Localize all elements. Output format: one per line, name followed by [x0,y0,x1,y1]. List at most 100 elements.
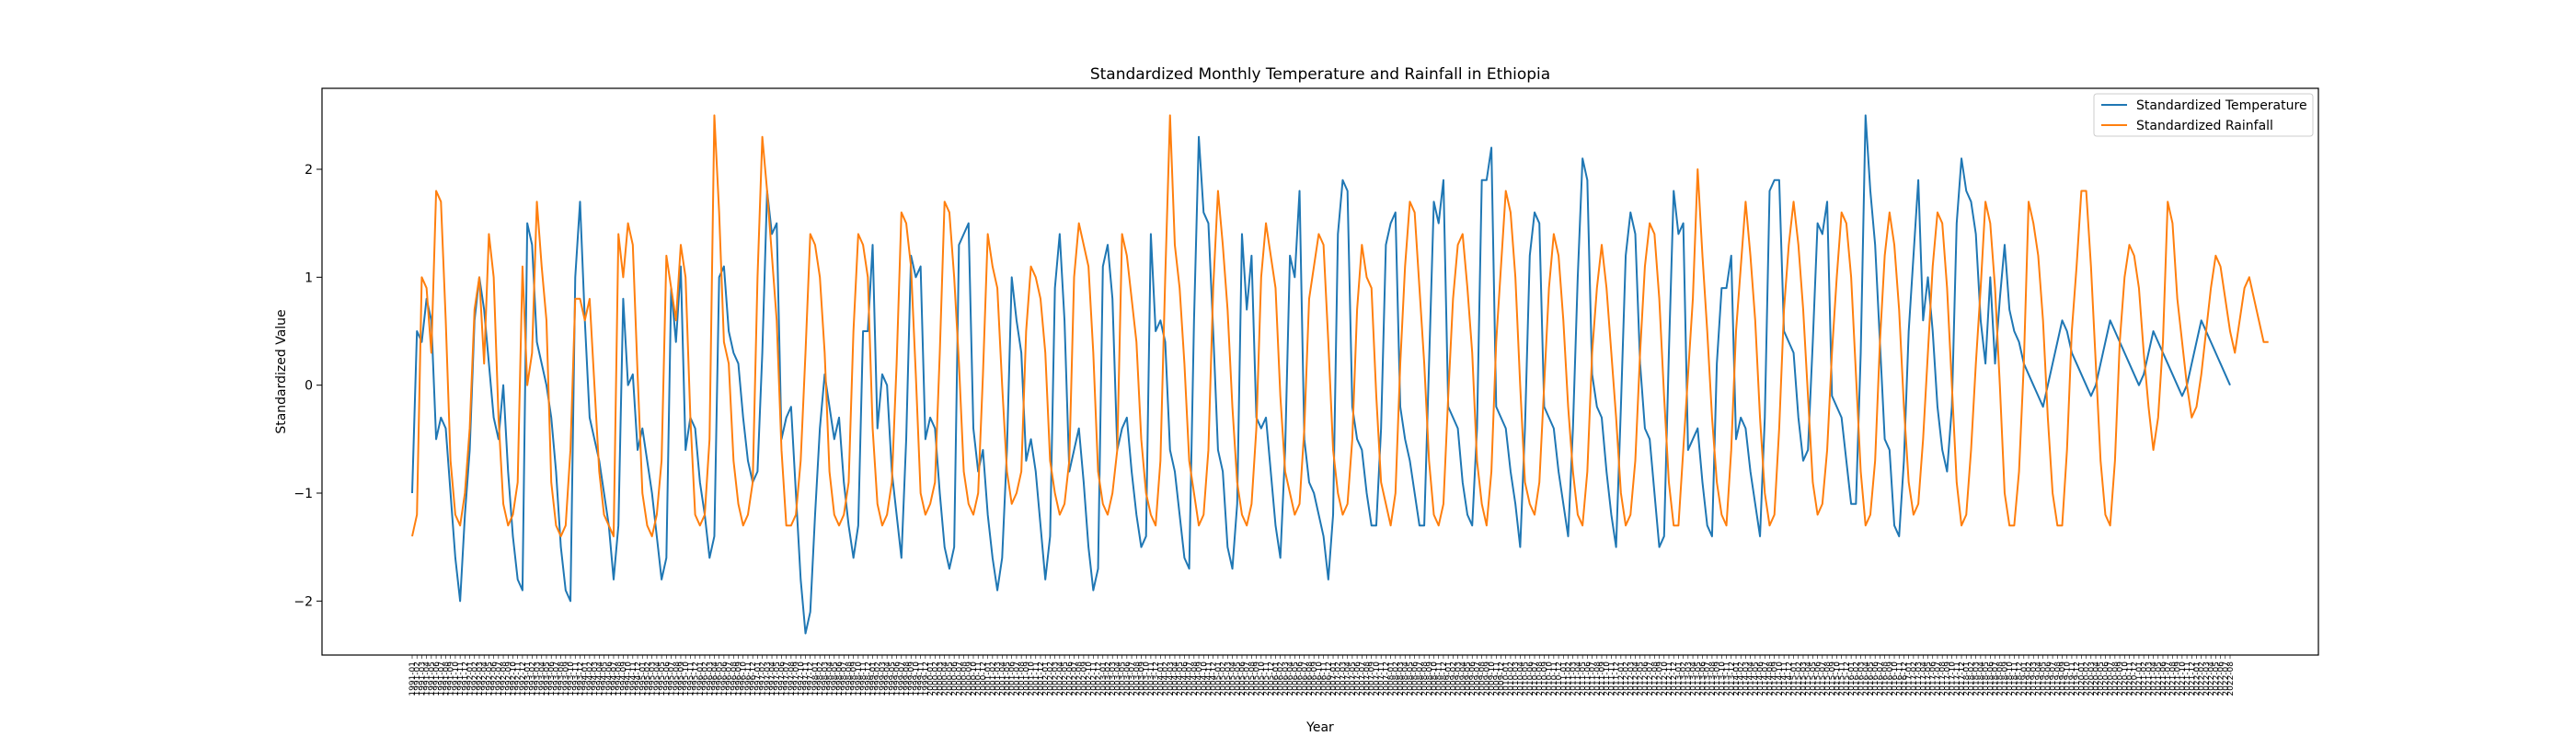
x-tick-label: 2021-02 [2140,661,2149,696]
x-tick-label: 2015-07 [1819,661,1828,696]
x-tick-label: 1996-04 [710,661,719,696]
x-tick-label: 2000-12 [979,661,988,696]
x-tick-label: 2000-02 [931,661,940,696]
x-tick-label: 2011-06 [1583,661,1593,696]
x-tick-label: 2009-02 [1449,661,1458,696]
x-tick-label: 2007-11 [1377,661,1386,696]
x-tick-label: 1995-04 [653,661,662,696]
x-tick-label: 2012-12 [1670,661,1679,696]
x-tick-label: 2007-03 [1339,661,1348,696]
x-tick-label: 1996-12 [749,661,758,696]
x-tick-label: 2020-03 [2087,661,2097,696]
x-tick-label: 2018-08 [1996,661,2006,696]
x-tick-label: 2002-05 [1061,661,1070,696]
y-tick-label: 0 [305,379,313,394]
x-tick-label: 2011-09 [1598,661,1607,696]
x-tick-label: 2014-10 [1776,661,1785,696]
x-tick-label: 2015-10 [1833,661,1842,696]
x-tick-label: 1992-09 [504,661,513,696]
x-tick-label: 2011-12 [1613,661,1622,696]
x-tick-label: 2002-08 [1075,661,1085,696]
x-tick-label: 2019-01 [2020,661,2030,696]
y-tick-label: −1 [293,487,313,501]
x-tick-label: 1991-01 [408,661,418,696]
x-tick-label: 1995-06 [662,661,672,696]
x-tick-label: 2019-05 [2040,661,2049,696]
x-tick-label: 2015-03 [1800,661,1809,696]
x-tick-label: 2006-04 [1286,661,1295,696]
x-tick-label: 1994-05 [601,661,610,696]
x-tick-label: 1993-07 [552,661,561,696]
x-tick-label: 2010-03 [1512,661,1521,696]
x-tick-label: 2018-01 [1962,661,1972,696]
x-tick-label: 2008-01 [1387,661,1397,696]
x-tick-label: 2010-12 [1555,661,1564,696]
x-tick-label: 2003-07 [1128,661,1137,696]
x-tick-label: 2013-12 [1728,661,1737,696]
x-tick-label: 1993-06 [547,661,557,696]
x-tick-label: 2014-05 [1752,661,1761,696]
legend-label-rainfall: Standardized Rainfall [2136,119,2273,133]
x-tick-label: 2018-12 [2016,661,2025,696]
x-tick-label: 2005-08 [1248,661,1257,696]
x-tick-label: 1998-04 [826,661,835,696]
x-tick-label: 2016-04 [1862,661,1871,696]
x-tick-label: 2013-06 [1698,661,1708,696]
x-tick-label: 2016-03 [1857,661,1867,696]
x-tick-label: 2014-02 [1737,661,1746,696]
x-tick-label: 2001-12 [1037,661,1046,696]
x-tick-label: 2018-11 [2010,661,2019,696]
x-tick-label: 1998-07 [840,661,849,696]
x-tick-label: 2010-01 [1502,661,1512,696]
series-line-temperature [411,114,2231,635]
x-tick-label: 2022-08 [2226,661,2236,696]
x-tick-label: 2013-05 [1694,661,1703,696]
x-tick-label: 2017-10 [1949,661,1958,696]
x-tick-label: 2022-05 [2212,661,2221,696]
x-tick-label: 1991-08 [442,661,451,696]
x-tick-label: 2014-01 [1732,661,1742,696]
x-tick-label: 2022-03 [2202,661,2212,696]
x-tick-label: 2001-10 [1028,661,1037,696]
x-tick-label: 1999-04 [883,661,892,696]
x-tick-label: 2020-04 [2092,661,2101,696]
x-tick-label: 2022-06 [2217,661,2226,696]
x-tick-label: 2006-09 [1310,661,1319,696]
x-tick-label: 2013-10 [1718,661,1727,696]
x-tick-label: 2009-06 [1468,661,1478,696]
x-tick-label: 1995-10 [682,661,691,696]
x-tick-label: 2000-01 [926,661,936,696]
x-tick-label: 2010-04 [1516,661,1525,696]
x-tick-label: 2001-08 [1018,661,1027,696]
x-tick-label: 1994-02 [586,661,595,696]
x-tick-label: 2019-04 [2034,661,2043,696]
x-tick-label: 1999-11 [917,661,926,696]
x-tick-label: 2011-02 [1565,661,1574,696]
x-tick-label: 2019-03 [2030,661,2039,696]
x-tick-label: 2000-10 [970,661,979,696]
x-tick-label: 2016-05 [1867,661,1876,696]
x-tick-label: 2017-01 [1905,661,1915,696]
x-tick-label: 2006-08 [1305,661,1315,696]
x-tick-label: 2020-10 [2121,661,2130,696]
x-tick-label: 2008-06 [1411,661,1420,696]
x-tick-label: 2014-07 [1761,661,1770,696]
x-tick-label: 2022-04 [2207,661,2216,696]
x-tick-label: 2009-10 [1488,661,1497,696]
x-tick-label: 1992-01 [466,661,476,696]
x-tick-label: 2014-09 [1771,661,1780,696]
x-tick-label: 2004-12 [1210,661,1219,696]
x-tick-label: 1991-07 [437,661,446,696]
x-tick-label: 2010-11 [1550,661,1559,696]
x-tick-label: 1999-10 [912,661,921,696]
x-tick-label: 2021-01 [2135,661,2145,696]
x-tick-label: 2009-07 [1473,661,1482,696]
x-tick-label: 2022-02 [2198,661,2207,696]
x-tick-label: 2000-07 [955,661,964,696]
x-tick-label: 1997-06 [777,661,787,696]
x-tick-label: 2011-07 [1589,661,1598,696]
x-tick-label: 2015-06 [1814,661,1823,696]
x-axis-label: Year [1305,720,1334,735]
x-tick-label: 1996-01 [696,661,706,696]
